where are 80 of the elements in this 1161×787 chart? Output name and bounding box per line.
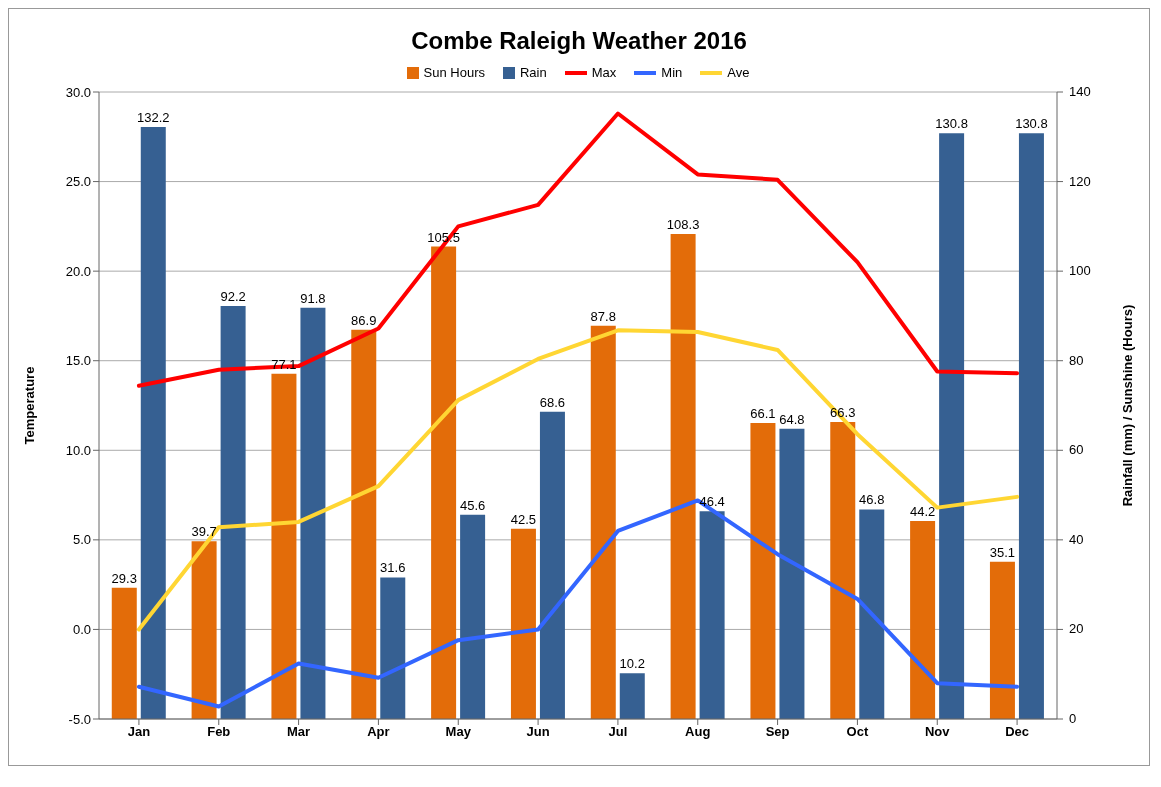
chart-title: Combe Raleigh Weather 2016 <box>410 26 748 55</box>
y2-tick-label: 40 <box>1069 531 1084 547</box>
bar <box>380 577 406 719</box>
bar <box>859 509 885 719</box>
x-tick-label: Aug <box>685 724 711 740</box>
y2-tick-label: 120 <box>1069 173 1091 189</box>
data-label: 92.2 <box>220 289 246 305</box>
x-tick-label: Jun <box>526 724 550 740</box>
bar <box>750 422 776 719</box>
data-label: 68.6 <box>539 394 566 410</box>
y2-tick-label: 100 <box>1069 263 1091 279</box>
y2-tick-label: 0 <box>1069 711 1077 726</box>
x-tick-label: Dec <box>1005 724 1030 740</box>
bar <box>140 126 166 719</box>
bar <box>590 325 616 719</box>
x-tick-label: Jul <box>608 724 628 740</box>
data-label: 42.5 <box>510 511 537 527</box>
legend-label: Max <box>591 65 617 80</box>
bar <box>220 306 246 719</box>
data-label: 45.6 <box>459 497 486 513</box>
bar <box>989 561 1015 719</box>
x-tick-label: Mar <box>287 724 311 740</box>
y2-axis-title: Rainfall (mm) / Sunshine (Hours) <box>1119 304 1135 507</box>
legend-label: Ave <box>727 65 750 80</box>
y-tick-label: 5.0 <box>72 532 91 548</box>
bar <box>699 511 725 719</box>
data-label: 130.8 <box>935 116 968 132</box>
x-tick-label: Apr <box>367 724 390 740</box>
y2-tick-label: 60 <box>1069 442 1084 458</box>
x-tick-label: Oct <box>846 724 869 740</box>
data-label: 108.3 <box>666 216 700 232</box>
data-label: 10.2 <box>619 656 645 672</box>
x-tick-label: Nov <box>924 724 951 740</box>
y2-tick-label: 140 <box>1069 84 1091 99</box>
data-label: 64.8 <box>779 411 805 427</box>
bar <box>619 673 645 719</box>
x-tick-label: May <box>445 724 472 740</box>
y-tick-label: -5.0 <box>68 711 91 727</box>
bar <box>191 541 217 719</box>
y-tick-label: 25.0 <box>65 174 91 190</box>
data-label: 44.2 <box>909 504 936 520</box>
bar <box>939 133 965 719</box>
legend-label: Rain <box>519 65 547 80</box>
y-tick-label: 30.0 <box>65 84 91 100</box>
data-label: 87.8 <box>590 308 616 324</box>
y2-tick-label: 20 <box>1069 621 1084 637</box>
legend-label: Sun Hours <box>423 65 485 80</box>
y2-tick-label: 80 <box>1069 352 1084 368</box>
legend-label: Min <box>661 65 683 80</box>
y-tick-label: 15.0 <box>65 353 91 369</box>
data-label: 31.6 <box>380 560 406 576</box>
bar <box>431 246 457 719</box>
data-label: 35.1 <box>989 544 1016 560</box>
bar <box>779 428 805 719</box>
bar <box>111 587 137 719</box>
bar <box>510 528 536 719</box>
data-label: 86.9 <box>351 312 377 328</box>
data-label: 130.8 <box>1015 116 1048 132</box>
data-label: 29.3 <box>111 570 137 586</box>
bar <box>271 373 297 719</box>
x-tick-label: Sep <box>765 724 790 740</box>
bar <box>460 514 486 719</box>
data-label: 66.1 <box>750 405 776 421</box>
bar <box>910 521 936 719</box>
data-label: 91.8 <box>300 290 326 306</box>
bar <box>830 422 856 719</box>
y-tick-label: 0.0 <box>72 622 91 638</box>
bar <box>670 233 696 719</box>
bar <box>300 307 326 719</box>
bar <box>1018 133 1044 719</box>
y-tick-label: 10.0 <box>65 442 91 458</box>
bar <box>351 329 377 719</box>
data-label: 132.2 <box>137 109 170 125</box>
y-axis-title: Temperature <box>21 366 37 445</box>
bar <box>539 411 565 719</box>
y-tick-label: 20.0 <box>65 263 91 279</box>
x-tick-label: Feb <box>207 724 231 740</box>
line-series <box>136 328 1020 632</box>
data-label: 46.8 <box>859 492 885 508</box>
x-tick-label: Jan <box>127 724 151 740</box>
